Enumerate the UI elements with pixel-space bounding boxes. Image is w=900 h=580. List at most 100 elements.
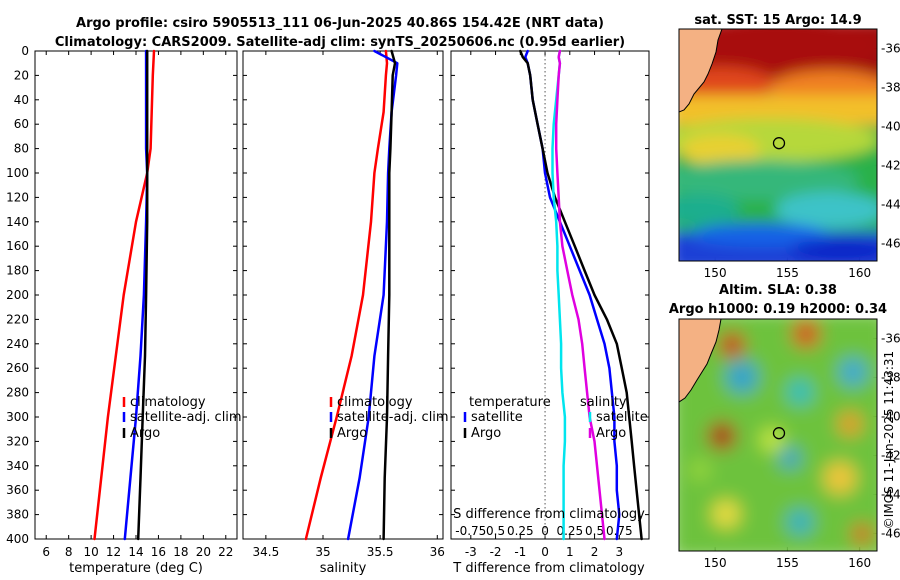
temperature-legend: climatology satellite-adj. clim Argo	[122, 395, 242, 441]
y-tick-label-100: 100	[6, 166, 29, 180]
sla-map	[679, 319, 877, 551]
y-tick-label-120: 120	[6, 190, 29, 204]
map-sst-x-tick-label-160: 160	[848, 266, 871, 280]
salinity-axis-label: salinity	[320, 561, 367, 576]
x-top-tick-label-5: 0.5	[585, 524, 604, 538]
legend-title-temperature: temperature	[469, 395, 551, 410]
y-tick-label-200: 200	[6, 288, 29, 302]
y-tick-label-60: 60	[14, 117, 29, 131]
temperature-panel-frame	[34, 50, 238, 540]
map-sst-x-tick-label-150: 150	[704, 266, 727, 280]
y-tick-label-140: 140	[6, 215, 29, 229]
map-sst-x-tick-label-155: 155	[776, 266, 799, 280]
y-tick-label-340: 340	[6, 459, 29, 473]
land-mass-sla-map	[679, 319, 722, 403]
y-tick-label-380: 380	[6, 508, 29, 522]
map-sst-y-tick-label--40: -40	[881, 119, 900, 133]
sst-map	[679, 29, 877, 261]
x-tick-label-16: 16	[151, 545, 166, 559]
y-tick-label-20: 20	[14, 68, 29, 82]
x-tick-label-10: 10	[83, 545, 98, 559]
series-line-temp-climatology	[93, 49, 156, 541]
legend-label-satellite: satellite-adj. clim	[130, 410, 242, 425]
legend-label-climatology: climatology	[130, 395, 206, 410]
x-tick-label-22: 22	[218, 545, 233, 559]
x-tick-label-20: 20	[196, 545, 211, 559]
y-tick-label-300: 300	[6, 410, 29, 424]
x-tick-label-12: 12	[106, 545, 121, 559]
map-sst-y-tick-label--46: -46	[881, 236, 900, 250]
sst-map-title: sat. SST: 15 Argo: 14.9	[694, 13, 861, 28]
map-sla-x-tick-label-150: 150	[704, 556, 727, 570]
x-tick-label-0: 0	[541, 545, 549, 559]
y-tick-label-40: 40	[14, 93, 29, 107]
copyright-stamp: ©IMOS 11-Jun-2025 11:43:31	[882, 351, 896, 529]
legend-label-s-argo: Argo	[596, 426, 626, 441]
x-tick-label--2: -2	[490, 545, 502, 559]
map-sla-x-tick-label-155: 155	[776, 556, 799, 570]
x-tick-label-35: 35	[315, 545, 330, 559]
map-sla-y-tick-label--38: -38	[881, 370, 900, 384]
figure-title-line2: Climatology: CARS2009. Satellite-adj cli…	[55, 35, 625, 50]
legend-label-s-satellite: satellite	[596, 410, 648, 425]
series-line-sal-climatology	[304, 49, 389, 541]
legend-label-t-satellite: satellite	[471, 410, 523, 425]
legend-label-argo: Argo	[130, 426, 160, 441]
y-tick-label-260: 260	[6, 361, 29, 375]
series-line-diff-salinity-argo	[554, 49, 606, 541]
map-sla-y-tick-label--44: -44	[881, 487, 900, 501]
y-tick-label-280: 280	[6, 386, 29, 400]
salinity-legend: climatology satellite-adj. clim Argo	[329, 395, 449, 441]
map-sla-y-tick-label--46: -46	[881, 526, 900, 540]
difference-legend: temperature salinity satellite Argo sate…	[463, 395, 648, 441]
map-sst-y-tick-label--42: -42	[881, 158, 900, 172]
y-tick-label-320: 320	[6, 434, 29, 448]
x-tick-label-3: 3	[615, 545, 623, 559]
map-sla-y-tick-label--42: -42	[881, 448, 900, 462]
map-sst-y-tick-label--38: -38	[881, 80, 900, 94]
sst-map-frame	[678, 28, 878, 262]
land-mass-sst-map	[679, 29, 723, 113]
series-line-sal-satellite-adj-clim	[346, 49, 399, 541]
legend-title-salinity: salinity	[580, 395, 627, 410]
x-tick-label--1: -1	[514, 545, 526, 559]
y-tick-label-160: 160	[6, 239, 29, 253]
map-sla-x-tick-label-160: 160	[848, 556, 871, 570]
x-tick-label-2: 2	[591, 545, 599, 559]
map-sst-y-tick-label--36: -36	[881, 41, 900, 55]
map-sla-y-tick-label--40: -40	[881, 409, 900, 423]
legend-label-satellite: satellite-adj. clim	[337, 410, 449, 425]
argo-float-marker-sla	[772, 427, 786, 440]
temperature-axis-label: temperature (deg C)	[69, 561, 203, 576]
y-tick-label-180: 180	[6, 264, 29, 278]
map-sla-y-tick-label--36: -36	[881, 331, 900, 345]
x-tick-label-8: 8	[65, 545, 73, 559]
x-tick-label-1: 1	[566, 545, 574, 559]
sla-map-title-line1: Altim. SLA: 0.38	[719, 283, 837, 298]
x-top-tick-label-0: -0.75	[455, 524, 486, 538]
difference-panel-frame	[450, 50, 650, 540]
x-tick-label-34.5: 34.5	[252, 545, 279, 559]
s-difference-axis-label: S difference from climatology	[453, 507, 645, 522]
series-line-temp-argo	[136, 49, 149, 541]
x-tick-label-36: 36	[430, 545, 445, 559]
sla-map-frame	[678, 318, 878, 552]
y-tick-label-220: 220	[6, 312, 29, 326]
map-sst-y-tick-label--44: -44	[881, 197, 900, 211]
figure-title-line1: Argo profile: csiro 5905513_111 06-Jun-2…	[76, 16, 604, 31]
x-tick-label--3: -3	[465, 545, 477, 559]
y-tick-label-360: 360	[6, 483, 29, 497]
y-tick-label-0: 0	[21, 44, 29, 58]
series-line-diff-temperature-argo	[519, 49, 643, 541]
x-tick-label-35.5: 35.5	[367, 545, 394, 559]
t-difference-axis-label: T difference from climatology	[452, 561, 645, 576]
x-tick-label-6: 6	[42, 545, 50, 559]
y-tick-label-400: 400	[6, 532, 29, 546]
x-top-tick-label-2: 0.25	[507, 524, 534, 538]
sla-map-title-line2: Argo h1000: 0.19 h2000: 0.34	[669, 302, 887, 317]
x-top-tick-label-6: 0.75	[606, 524, 633, 538]
legend-label-argo: Argo	[337, 426, 367, 441]
x-tick-label-18: 18	[173, 545, 188, 559]
x-tick-label-14: 14	[128, 545, 143, 559]
